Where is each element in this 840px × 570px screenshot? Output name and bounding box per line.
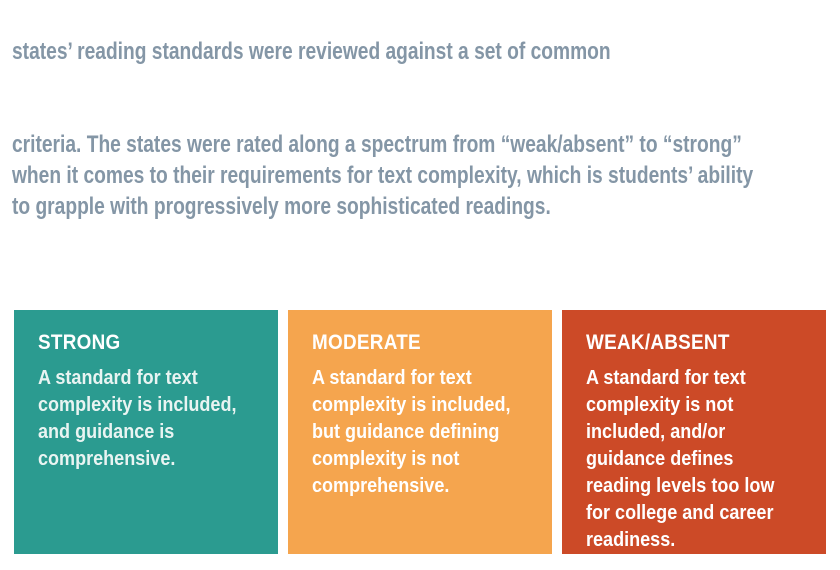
legend-description-strong: A standard for text complexity is includ… (38, 366, 237, 470)
rating-legend: STRONG A standard for text complexity is… (14, 310, 826, 554)
legend-box-strong: STRONG A standard for text complexity is… (14, 310, 278, 554)
legend-title-moderate: MODERATE (312, 331, 421, 354)
legend-title-strong: STRONG (38, 331, 121, 354)
legend-description-weak-absent: A standard for text complexity is not in… (586, 366, 775, 551)
legend-title-weak-absent: WEAK/ABSENT (586, 331, 730, 354)
legend-description-moderate: A standard for text complexity is includ… (312, 366, 511, 497)
legend-box-moderate: MODERATE A standard for text complexity … (288, 310, 552, 554)
intro-line-clipped: states’ reading standards were reviewed … (12, 38, 611, 65)
intro-body-text: criteria. The states were rated along a … (12, 131, 754, 220)
legend-box-weak-absent: WEAK/ABSENT A standard for text complexi… (562, 310, 826, 554)
intro-paragraph: states’ reading standards were reviewed … (12, 0, 754, 284)
